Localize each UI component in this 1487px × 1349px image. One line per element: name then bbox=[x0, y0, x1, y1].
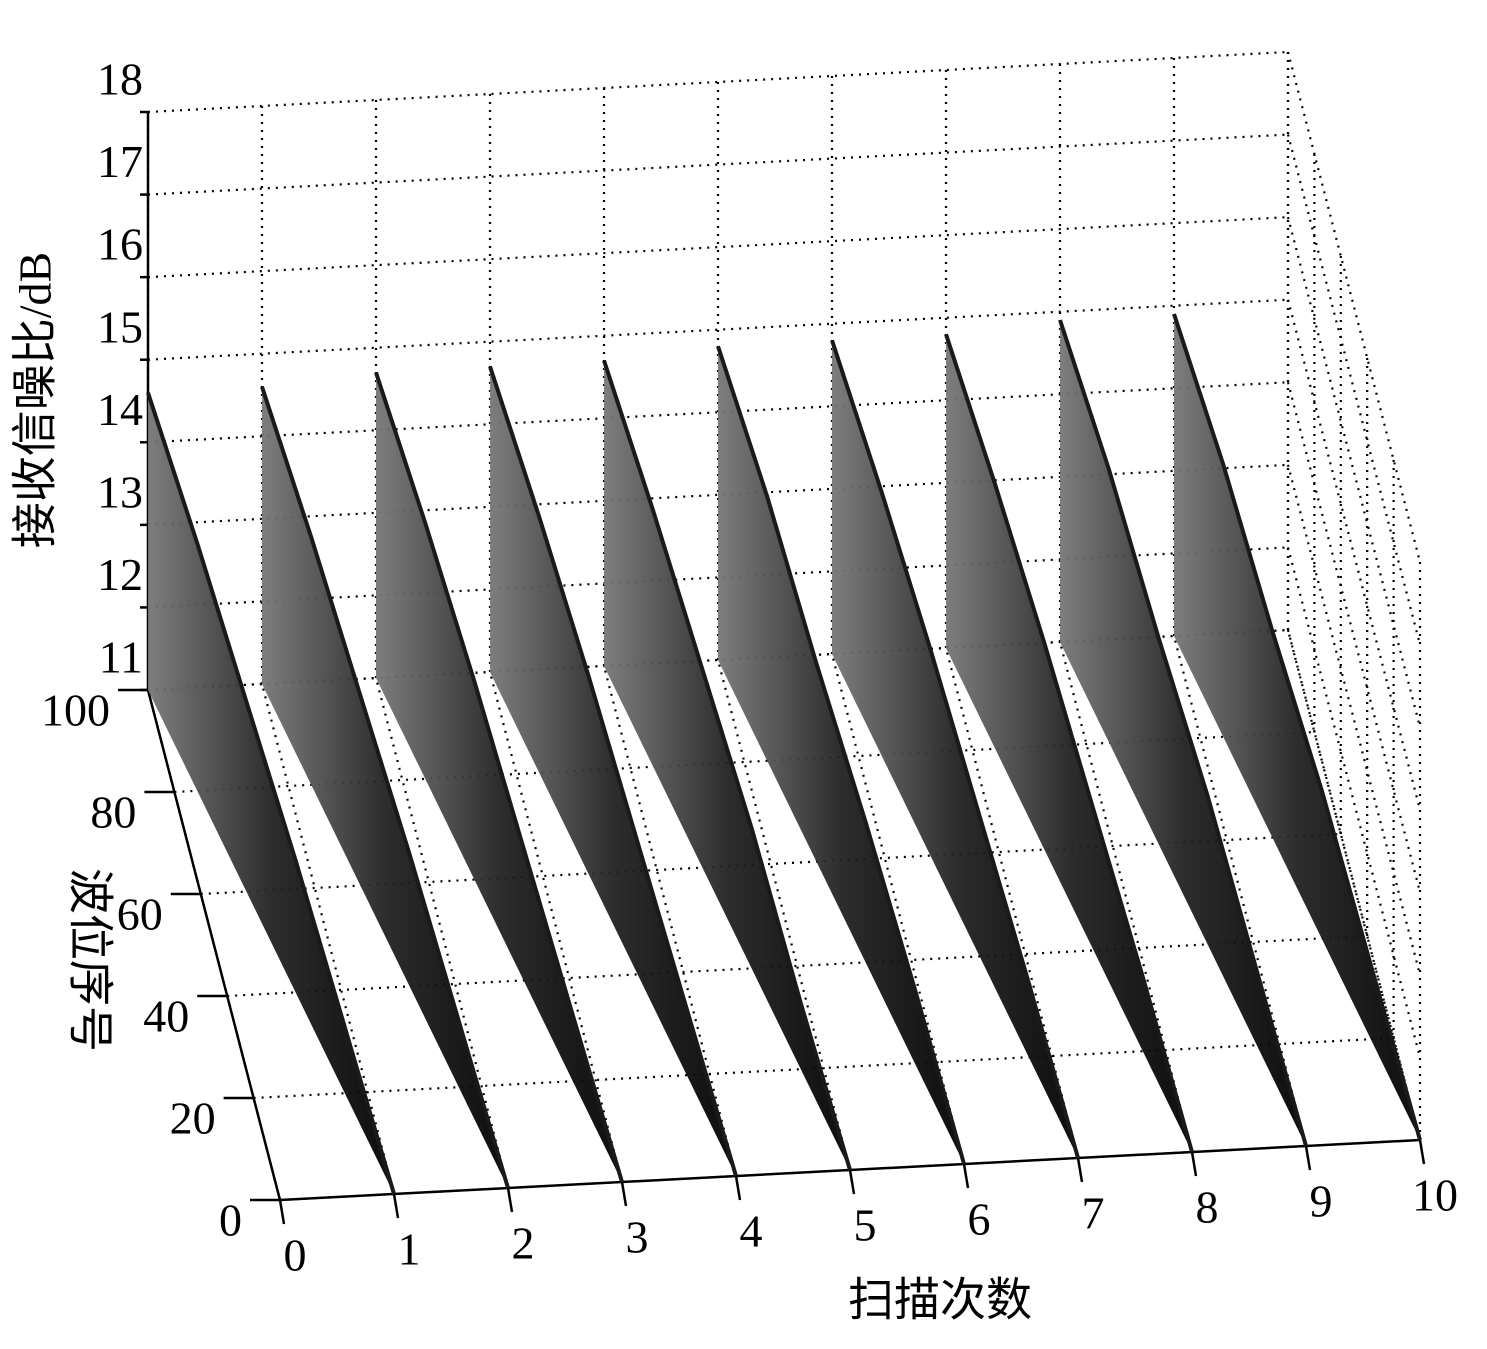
x-tick bbox=[620, 1181, 628, 1207]
x-tick-label: 5 bbox=[854, 1200, 877, 1251]
x-tick bbox=[848, 1169, 856, 1195]
z-axis-label: 接收信噪比/dB bbox=[10, 252, 61, 548]
surface-ridge bbox=[944, 333, 1194, 1153]
surface-ridge bbox=[146, 392, 396, 1195]
y-tick-label: 60 bbox=[117, 889, 163, 940]
grid-line bbox=[147, 133, 1289, 196]
x-tick-label: 0 bbox=[284, 1230, 307, 1281]
surface-ridge bbox=[1058, 319, 1308, 1147]
z-tick-label: 16 bbox=[97, 219, 143, 270]
z-tick-label: 18 bbox=[97, 54, 143, 105]
x-tick bbox=[1076, 1157, 1084, 1183]
surface-curtain bbox=[148, 392, 394, 1194]
surface-curtain bbox=[718, 346, 964, 1164]
x-tick bbox=[506, 1187, 514, 1213]
y-tick-label: 40 bbox=[143, 991, 189, 1042]
grid-line bbox=[1286, 51, 1422, 563]
z-tick-label: 12 bbox=[97, 549, 143, 600]
z-tick-label: 11 bbox=[99, 632, 143, 683]
x-tick bbox=[1190, 1151, 1198, 1177]
surface-ridge bbox=[260, 386, 510, 1189]
surface-curtain bbox=[262, 386, 508, 1188]
x-axis-label: 扫描次数 bbox=[848, 1275, 1032, 1326]
y-axis bbox=[146, 689, 282, 1201]
surface-ridge bbox=[488, 365, 738, 1177]
x-tick-label: 1 bbox=[398, 1224, 421, 1275]
x-tick bbox=[1418, 1139, 1426, 1165]
x-tick-label: 7 bbox=[1082, 1188, 1105, 1239]
z-tick-label: 15 bbox=[97, 301, 143, 352]
surface-ridge bbox=[830, 339, 1080, 1159]
x-tick bbox=[392, 1193, 400, 1219]
grid-line bbox=[1286, 299, 1422, 810]
grid-line bbox=[1286, 216, 1422, 728]
x-tick-label: 4 bbox=[740, 1206, 763, 1257]
x-tick-label: 10 bbox=[1412, 1170, 1458, 1221]
x-tick bbox=[1304, 1145, 1312, 1171]
y-tick-label: 100 bbox=[41, 685, 110, 736]
surface-ridge bbox=[602, 359, 852, 1171]
surface-ridge bbox=[1172, 313, 1422, 1141]
x-tick-label: 2 bbox=[512, 1218, 535, 1269]
surface-ridge bbox=[374, 371, 624, 1183]
surface-curtain bbox=[832, 340, 1078, 1158]
x-tick bbox=[734, 1175, 742, 1201]
z-tick-label: 17 bbox=[97, 136, 143, 187]
x-tick-label: 6 bbox=[968, 1194, 991, 1245]
y-tick-label: 20 bbox=[170, 1093, 216, 1144]
x-tick-label: 3 bbox=[626, 1212, 649, 1263]
z-tick-label: 14 bbox=[97, 384, 143, 435]
surface-curtain bbox=[946, 334, 1192, 1152]
z-tick-label: 13 bbox=[97, 466, 143, 517]
surface-curtain bbox=[1174, 313, 1420, 1140]
x-tick-label: 9 bbox=[1310, 1176, 1333, 1227]
x-tick bbox=[278, 1199, 286, 1225]
surface-ridge bbox=[716, 345, 966, 1165]
x-tick-label: 8 bbox=[1196, 1182, 1219, 1233]
y-tick-label: 0 bbox=[219, 1195, 242, 1246]
y-axis-label: 波位序号 bbox=[64, 868, 115, 1052]
grid-line bbox=[1286, 134, 1422, 645]
y-tick-label: 80 bbox=[90, 787, 136, 838]
x-tick bbox=[962, 1163, 970, 1189]
surface-curtain bbox=[604, 360, 850, 1170]
surface-curtain bbox=[1060, 319, 1306, 1146]
